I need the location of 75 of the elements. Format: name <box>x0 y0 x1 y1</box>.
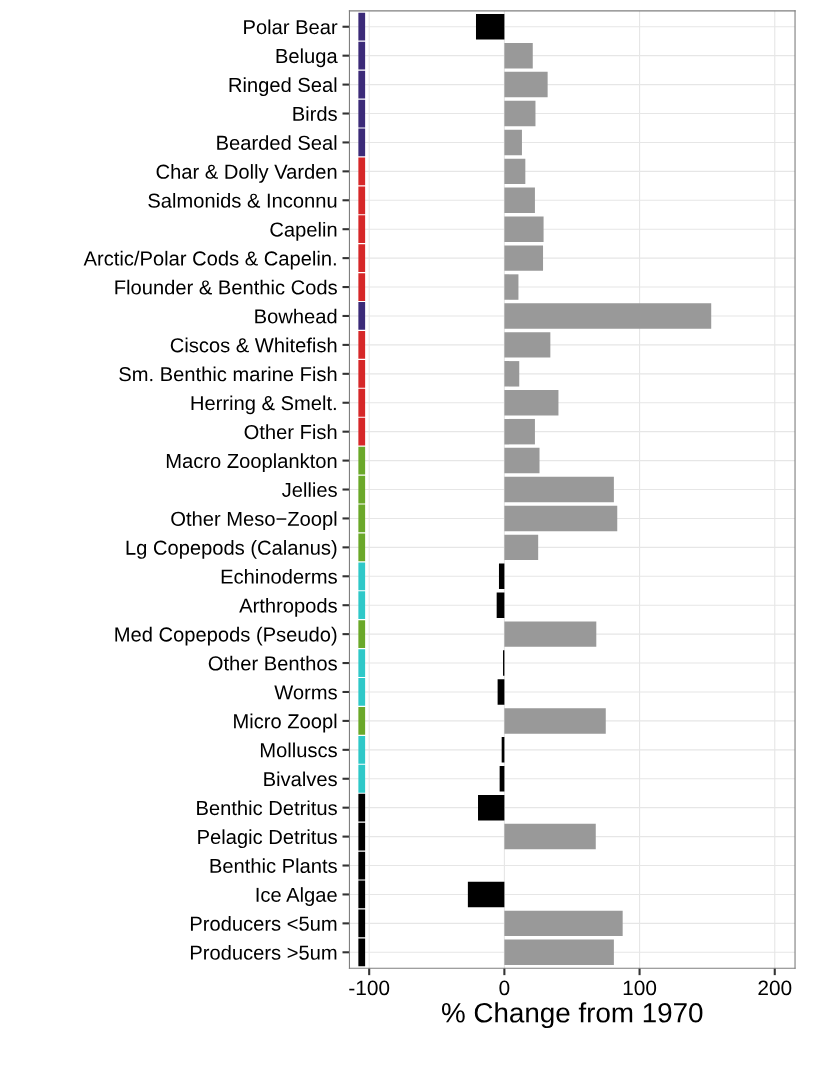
bar <box>504 129 522 156</box>
y-tick-label: Polar Bear <box>244 19 338 35</box>
bar <box>504 708 606 734</box>
bar <box>498 563 505 590</box>
y-tick-label: Pelagic Detritus <box>198 829 337 849</box>
y-tick-label: Lg Copepods (Calanus) <box>126 540 337 559</box>
bar <box>358 446 366 475</box>
bar <box>504 418 535 445</box>
bar <box>504 823 596 850</box>
y-tick-label: Molluscs <box>260 742 337 758</box>
y-tick-label: Worms <box>274 685 337 700</box>
bar <box>475 14 505 40</box>
y-tick-label: Bivalves <box>264 771 337 787</box>
y-tick-label: Arthropods <box>239 597 337 617</box>
bar <box>504 303 712 329</box>
bar <box>497 679 505 705</box>
bar <box>358 707 366 735</box>
y-tick-label: Micro Zoopl <box>234 713 337 733</box>
bar <box>504 361 520 387</box>
bar <box>358 128 366 157</box>
y-tick-label: Salmonids & Inconnu <box>148 192 337 208</box>
bar <box>467 881 505 908</box>
y-tick-label: Char & Dolly Varden <box>156 164 337 183</box>
bar <box>358 851 366 880</box>
y-tick-label: Ciscos & Whitefish <box>170 337 337 353</box>
bar <box>504 910 623 937</box>
bar <box>358 302 366 330</box>
y-tick-label: Echinoderms <box>221 568 337 584</box>
bar <box>358 620 366 649</box>
y-tick-label: Producers <5um <box>190 916 337 931</box>
bar <box>504 621 597 647</box>
y-tick-label: Bowhead <box>255 308 337 324</box>
y-tick-label: Producers >5um <box>190 945 337 960</box>
bar <box>504 447 540 474</box>
bar <box>504 158 526 185</box>
x-tick-label: 200 <box>758 980 792 996</box>
y-tick-label: Capelin <box>270 221 337 241</box>
x-tick-label: -100 <box>349 980 390 996</box>
bar <box>504 476 614 503</box>
y-tick-label: Benthic Detritus <box>197 800 337 816</box>
bar <box>504 534 539 561</box>
bar <box>504 245 544 271</box>
y-tick-label: Benthic Plants <box>210 858 337 874</box>
y-tick-label: Other Fish <box>244 424 337 440</box>
bar <box>504 332 551 358</box>
bar <box>504 939 614 966</box>
bar <box>504 274 519 300</box>
bar <box>504 390 559 416</box>
bar <box>504 100 536 127</box>
y-tick-label: Jellies <box>282 482 337 498</box>
x-axis-title: % Change from 1970 <box>441 1002 703 1029</box>
y-tick-label: Flounder & Benthic Cods <box>115 279 337 295</box>
y-tick-label: Ringed Seal <box>229 77 337 97</box>
bar <box>504 216 544 242</box>
y-tick-label: Herring & Smelt. <box>191 395 336 415</box>
bar <box>358 475 366 504</box>
bar <box>358 99 366 128</box>
y-tick-label: Beluga <box>276 48 338 68</box>
x-tick-label: 0 <box>499 980 510 996</box>
x-tick-label: 100 <box>623 980 657 996</box>
bar <box>496 592 505 618</box>
y-tick-label: Macro Zooplankton <box>166 453 337 473</box>
bar <box>504 505 618 532</box>
y-tick-label: Bearded Seal <box>217 135 337 150</box>
y-tick-label: Birds <box>293 106 337 121</box>
bar <box>504 42 533 69</box>
bar <box>478 794 505 821</box>
bar <box>504 71 548 98</box>
y-tick-label: Med Copepods (Pseudo) <box>115 626 337 646</box>
bar <box>504 187 535 214</box>
y-tick-label: Sm. Benthic marine Fish <box>119 366 337 382</box>
y-tick-label: Ice Algae <box>256 887 337 906</box>
y-tick-label: Other Meso−Zoopl <box>171 511 337 530</box>
y-tick-label: Arctic/Polar Cods & Capelin. <box>83 250 336 270</box>
y-tick-label: Other Benthos <box>208 655 337 671</box>
